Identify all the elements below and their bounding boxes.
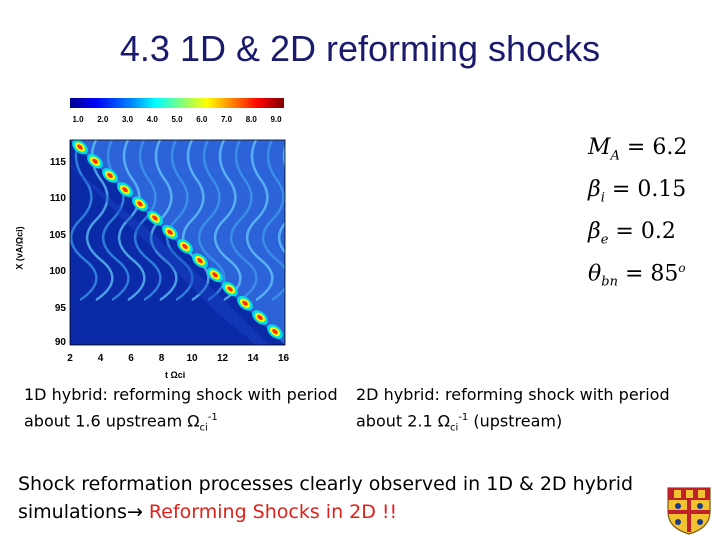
x-tick-label: 12 xyxy=(217,353,229,364)
x-tick-label: 6 xyxy=(128,353,134,364)
x-tick-label: 14 xyxy=(247,353,259,364)
x-axis-ticks: 2 4 6 8 10 12 14 16 xyxy=(67,353,289,364)
x-tick-label: 10 xyxy=(186,353,198,364)
wave-line xyxy=(262,140,285,302)
colorbar-tick: 2.0 xyxy=(97,115,109,124)
shock-blob xyxy=(182,243,188,249)
parameter-list: MA = 6.2 βi = 0.15 βe = 0.2 θbn = 85o xyxy=(588,135,708,303)
shock-blob xyxy=(122,187,128,193)
wave-line xyxy=(134,140,162,302)
shock-blob xyxy=(137,201,143,207)
highlight-text: Reforming Shocks in 2D !! xyxy=(142,501,398,523)
x-axis-label: t Ωci xyxy=(165,370,186,380)
streak-line xyxy=(177,254,269,345)
caption-1d: 1D hybrid: reforming shock with period a… xyxy=(24,385,338,434)
streak-line xyxy=(153,234,265,345)
wave-texture xyxy=(70,140,285,302)
y-axis-ticks: 115 110 105 100 95 90 xyxy=(49,157,66,348)
streak-line xyxy=(117,204,259,345)
university-crest-icon xyxy=(667,487,711,535)
x-tick-label: 16 xyxy=(278,353,290,364)
shock-blob xyxy=(227,286,233,292)
streak-line xyxy=(93,184,245,336)
shock-blob xyxy=(167,229,173,235)
wave-line xyxy=(246,140,274,302)
shock-blob xyxy=(272,329,278,335)
wave-line xyxy=(214,140,242,302)
y-tick-label: 100 xyxy=(49,266,66,277)
wave-line xyxy=(198,140,226,302)
streak-line xyxy=(81,174,233,326)
streak-line xyxy=(141,224,263,345)
stack-plot: 115 110 105 100 95 90 2 4 6 8 10 12 14 16 xyxy=(49,139,289,364)
wave-line xyxy=(118,140,146,302)
caption-2d: 2D hybrid: reforming shock with period a… xyxy=(356,385,670,434)
colorbar-tick: 8.0 xyxy=(245,115,257,124)
streak-line xyxy=(70,164,221,316)
param-beta-e: βe = 0.2 xyxy=(588,219,676,248)
slide-title: 4.3 1D & 2D reforming shocks xyxy=(119,28,601,69)
shock-blob xyxy=(107,172,113,178)
shock-plot-figure: 1.0 2.0 3.0 4.0 5.0 6.0 7.0 8.0 9.0 115 110 105 100… xyxy=(15,95,300,385)
param-beta-i: βi = 0.15 xyxy=(588,177,687,206)
colorbar xyxy=(70,98,284,108)
x-tick-label: 4 xyxy=(98,353,104,364)
colorbar-tick: 6.0 xyxy=(196,115,208,124)
colorbar-tick: 9.0 xyxy=(270,115,282,124)
colorbar-tick: 3.0 xyxy=(121,115,134,124)
colorbar-tick: 4.0 xyxy=(146,115,158,124)
y-tick-label: 110 xyxy=(50,193,67,204)
y-axis-label: X (vA/Ωci) xyxy=(14,226,25,270)
summary-text: Shock reformation processes clearly obse… xyxy=(18,473,634,523)
x-tick-label: 8 xyxy=(159,353,165,364)
x-tick-label: 2 xyxy=(67,353,73,364)
wave-line xyxy=(230,140,258,302)
colorbar-tick: 1.0 xyxy=(72,115,84,124)
arrow-icon: → xyxy=(126,501,143,523)
streak-line xyxy=(165,244,267,345)
colorbar-tick: 5.0 xyxy=(171,115,183,124)
wave-line xyxy=(70,140,98,302)
param-theta-bn: θbn = 85o xyxy=(588,261,686,290)
shock-blob xyxy=(197,258,203,264)
colorbar-tick: 7.0 xyxy=(220,115,233,124)
streak-line xyxy=(105,194,257,345)
downstream-streaks xyxy=(70,164,269,345)
shock-blob xyxy=(212,272,218,278)
wave-line xyxy=(182,140,210,302)
y-tick-label: 115 xyxy=(50,157,67,168)
y-tick-label: 95 xyxy=(55,303,67,314)
shock-front-blobs xyxy=(72,140,283,339)
y-tick-label: 90 xyxy=(55,337,67,348)
shock-blob xyxy=(257,314,263,320)
shock-blob xyxy=(92,158,98,164)
shock-blob xyxy=(152,215,158,221)
wave-line xyxy=(102,140,130,302)
param-mach: MA = 6.2 xyxy=(588,135,688,164)
shock-blob xyxy=(242,300,248,306)
streak-line xyxy=(129,214,261,345)
shock-blob xyxy=(77,144,83,150)
wave-line xyxy=(86,140,114,302)
y-tick-label: 105 xyxy=(49,230,66,241)
